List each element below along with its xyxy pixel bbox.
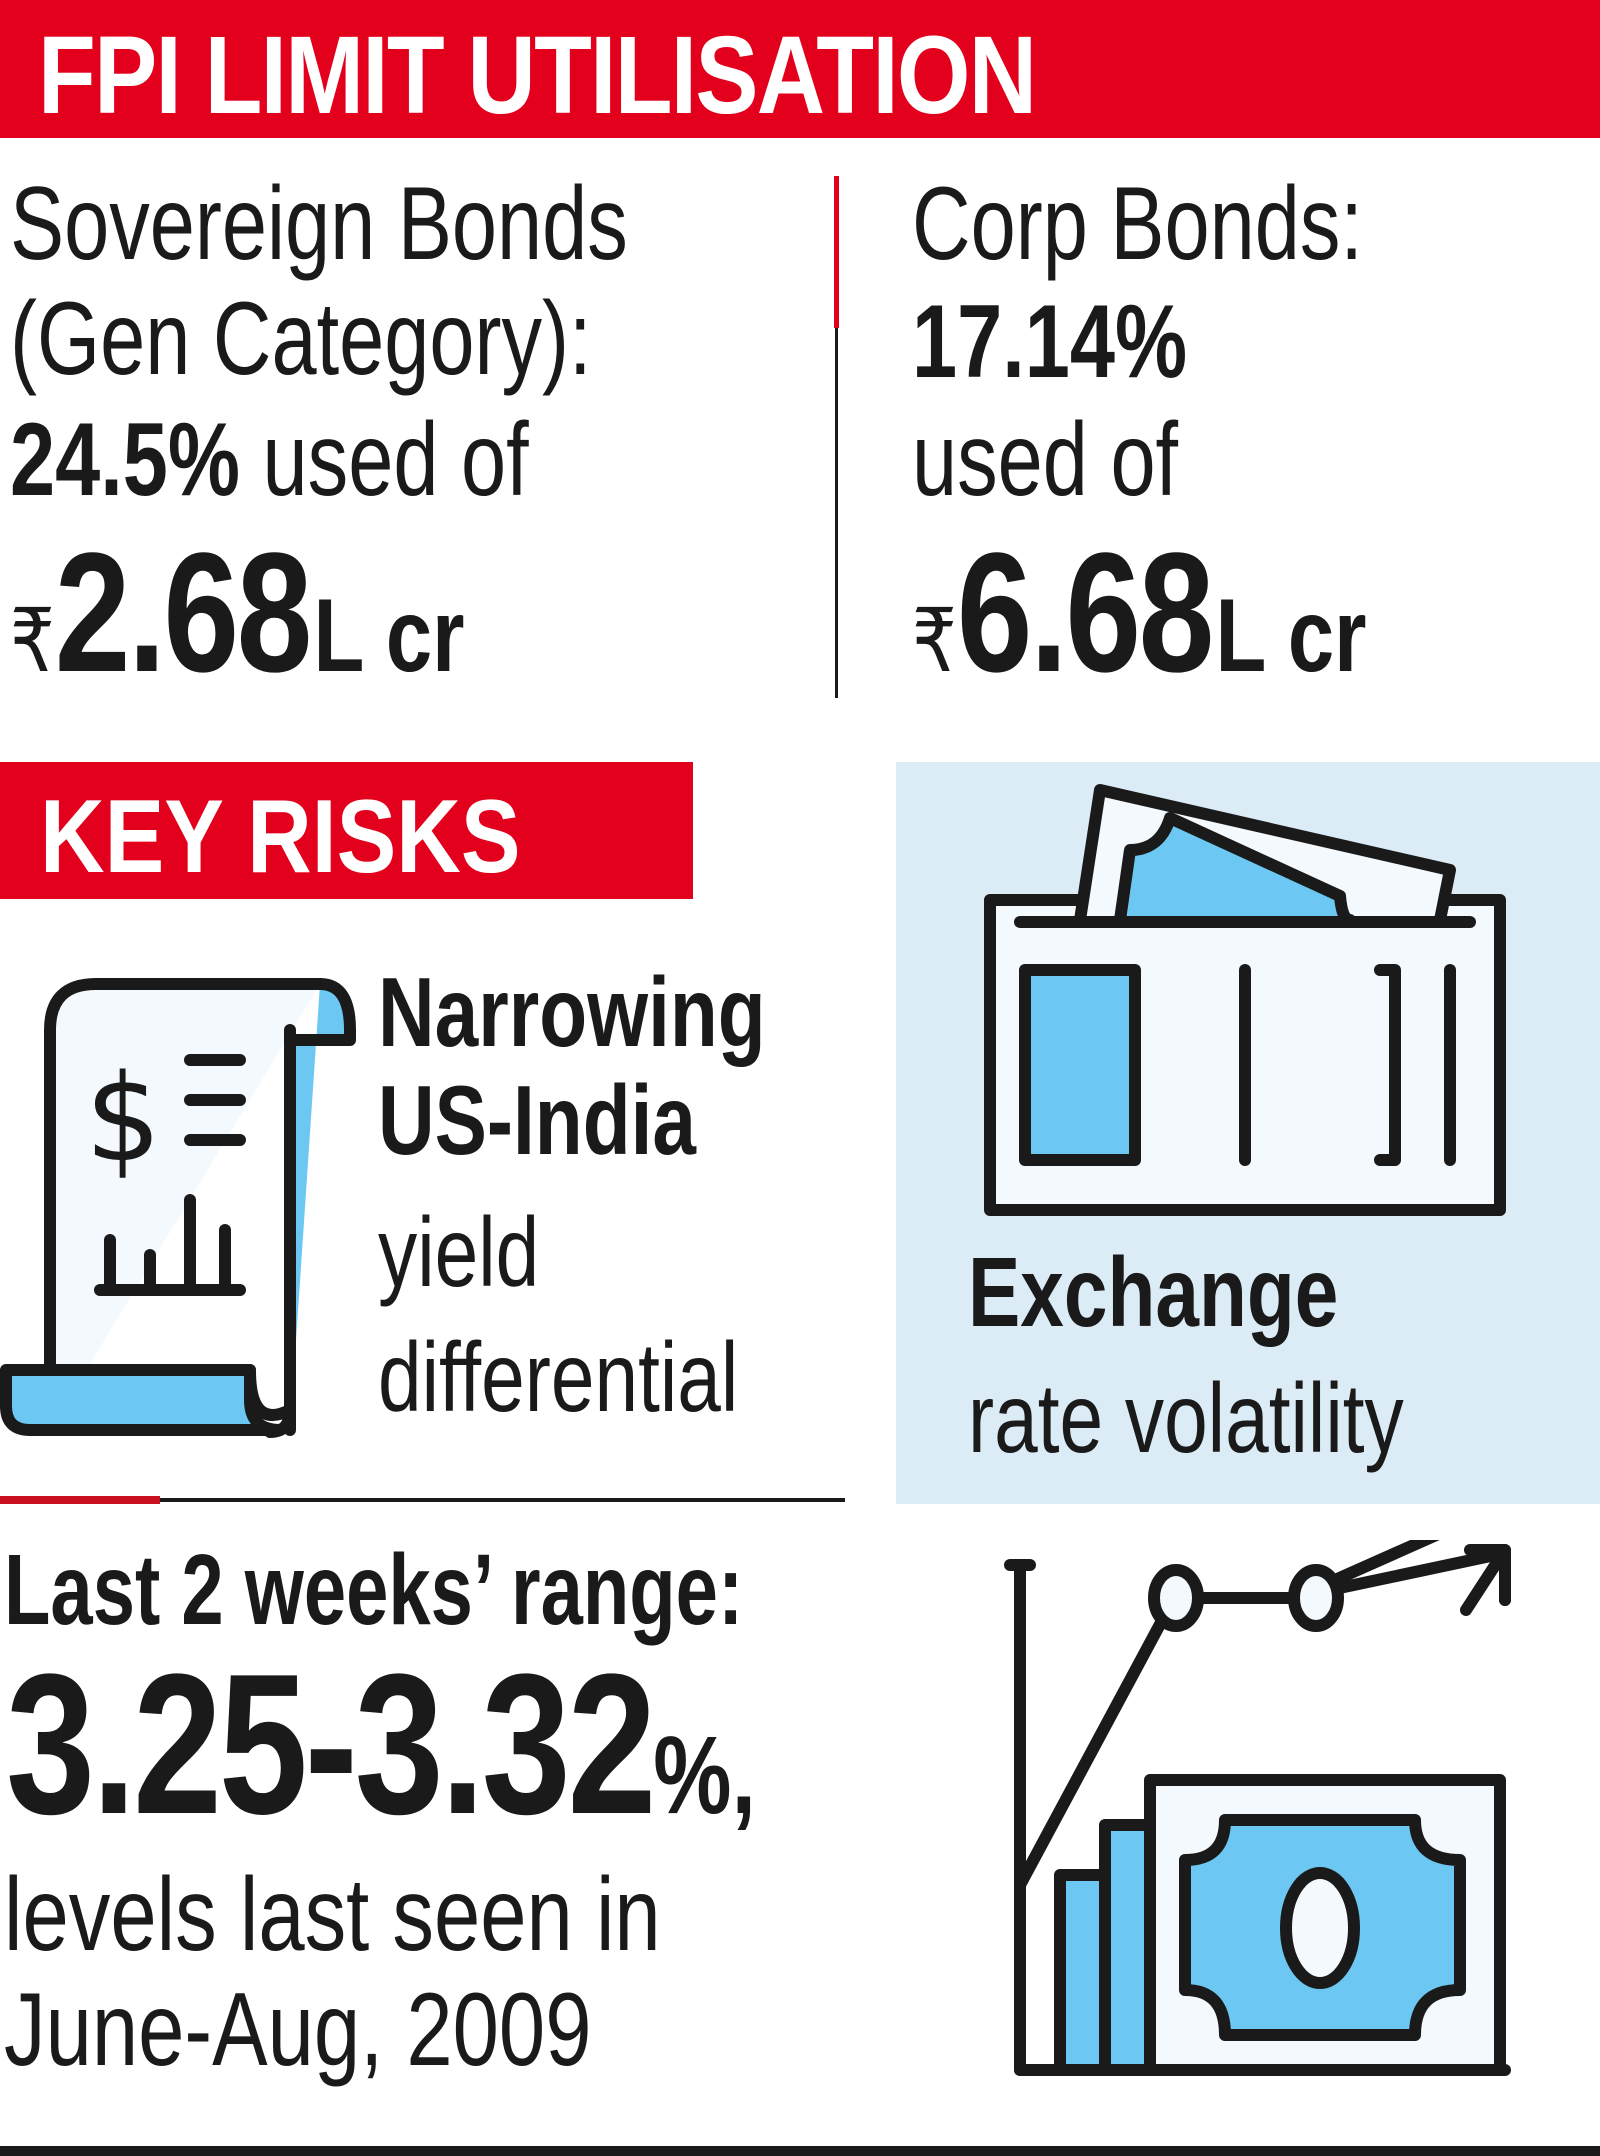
- risk1-line4-wrap: differential: [378, 1325, 828, 1429]
- range-value-line: 3.25-3.32%,: [6, 1640, 944, 1850]
- svg-text:$: $: [85, 1050, 161, 1189]
- range-heading-wrap: Last 2 weeks’ range:: [4, 1538, 977, 1642]
- key-risks-banner: KEY RISKS: [0, 762, 693, 899]
- corp-amount: 6.68: [956, 518, 1214, 708]
- risk1-bold-line1: Narrowing: [378, 957, 766, 1067]
- column-divider-accent: [834, 176, 839, 328]
- title-banner: FPI LIMIT UTILISATION: [0, 0, 1600, 138]
- sovereign-percent: 24.5%: [10, 402, 241, 518]
- risk1-line3: yield: [378, 1197, 540, 1307]
- sovereign-unit: L cr: [313, 578, 465, 694]
- receipt-chart-icon: $: [0, 978, 356, 1438]
- sovereign-amount-line: ₹2.68 L cr: [10, 528, 578, 698]
- risk2-line2-wrap: rate volatility: [968, 1366, 1513, 1470]
- range-value: 3.25-3.32: [6, 1633, 657, 1856]
- corp-label: Corp Bonds:: [912, 166, 1363, 282]
- risk1-line2-wrap: US-India: [378, 1068, 775, 1172]
- risk1-line3-wrap: yield: [378, 1200, 580, 1304]
- sovereign-label-line2: (Gen Category):: [10, 281, 592, 397]
- key-risks-title: KEY RISKS: [40, 779, 521, 895]
- corp-used-of-wrap: used of: [912, 408, 1253, 512]
- range-line3: levels last seen in: [4, 1857, 661, 1973]
- corp-used-of: used of: [912, 402, 1179, 518]
- range-line4: June-Aug, 2009: [4, 1972, 592, 2088]
- range-percent-sign: %: [653, 1714, 732, 1837]
- sovereign-label-line2-wrap: (Gen Category):: [10, 287, 756, 391]
- corp-percent-wrap: 17.14%: [912, 290, 1265, 394]
- page-title: FPI LIMIT UTILISATION: [38, 14, 1037, 137]
- risk1-text: Narrowing: [378, 960, 863, 1064]
- range-comma: ,: [731, 1714, 756, 1837]
- column-divider: [835, 328, 838, 698]
- risk2-line2: rate volatility: [968, 1363, 1404, 1473]
- range-line3-wrap: levels last seen in: [4, 1860, 825, 1970]
- risk2-bold-line1: Exchange: [968, 1237, 1339, 1347]
- corp-bonds-block: Corp Bonds:: [912, 172, 1490, 276]
- risk2-text: Exchange: [968, 1240, 1431, 1344]
- risk1-line4: differential: [378, 1322, 739, 1432]
- section-divider: [160, 1498, 845, 1502]
- rupee-symbol: ₹: [912, 591, 957, 690]
- wallet-cash-icon: [984, 784, 1506, 1216]
- sovereign-label-line1: Sovereign Bonds: [10, 166, 628, 282]
- sovereign-used-of: used of: [262, 402, 529, 518]
- sovereign-amount: 2.68: [54, 518, 312, 708]
- range-line4-wrap: June-Aug, 2009: [4, 1975, 738, 2085]
- sovereign-bonds-block: Sovereign Bonds: [10, 172, 802, 276]
- growth-chart-money-icon: [1004, 1540, 1511, 2076]
- risk1-bold-line2: US-India: [378, 1065, 696, 1175]
- section-divider-accent: [0, 1496, 160, 1504]
- sovereign-usage-line: 24.5% used of: [10, 408, 675, 512]
- range-heading: Last 2 weeks’ range:: [4, 1534, 744, 1646]
- corp-percent: 17.14%: [912, 284, 1188, 400]
- bottom-rule: [0, 2146, 1600, 2156]
- rupee-symbol: ₹: [10, 591, 55, 690]
- corp-unit: L cr: [1215, 578, 1367, 694]
- corp-amount-line: ₹6.68 L cr: [912, 528, 1480, 698]
